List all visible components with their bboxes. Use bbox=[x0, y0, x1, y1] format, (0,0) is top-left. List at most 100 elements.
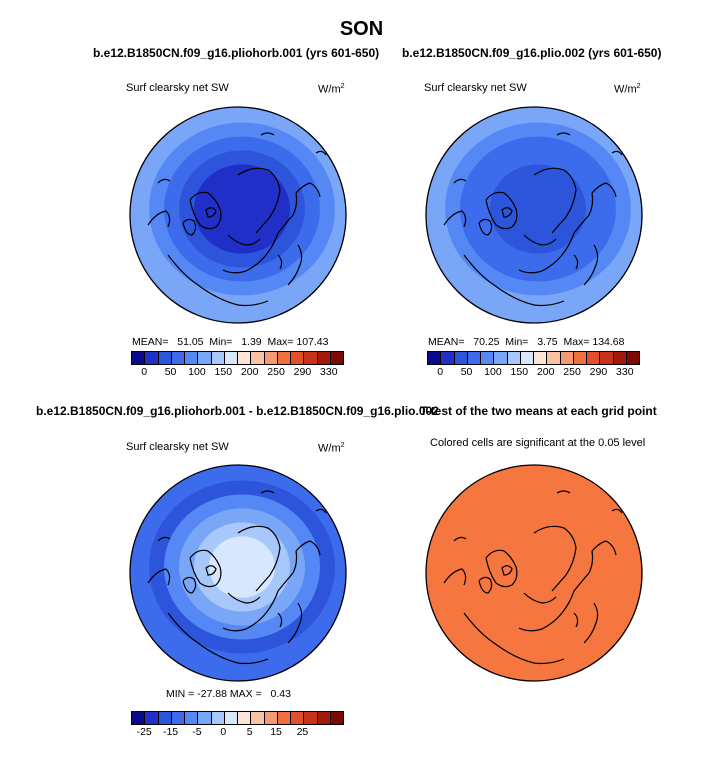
colorbar-swatch bbox=[264, 352, 278, 364]
panel2-case-title: b.e12.B1850CN.f09_g16.plio.002 (yrs 601-… bbox=[402, 46, 662, 60]
colorbar-tick-label: 100 bbox=[188, 366, 206, 378]
colorbar-swatch bbox=[277, 712, 291, 724]
coastline bbox=[205, 207, 217, 218]
colorbar-tick-label: -25 bbox=[136, 726, 152, 738]
colorbar-swatch bbox=[224, 352, 238, 364]
coastline bbox=[277, 550, 298, 592]
panel3-colorbar bbox=[131, 711, 344, 725]
panel2-map bbox=[425, 106, 643, 324]
panel2-units: W/m2 bbox=[614, 83, 641, 96]
colorbar-swatch bbox=[317, 712, 331, 724]
colorbar-tick-label: 25 bbox=[296, 726, 309, 738]
coastline bbox=[295, 540, 321, 556]
coastline bbox=[573, 192, 594, 234]
colorbar-swatch bbox=[481, 352, 495, 364]
colorbar-swatch bbox=[441, 352, 455, 364]
colorbar-tick-label: 0 bbox=[141, 366, 148, 378]
contour-band bbox=[209, 536, 275, 598]
colorbar-swatch bbox=[547, 352, 561, 364]
coastline bbox=[556, 132, 571, 136]
colorbar-swatch bbox=[330, 712, 343, 724]
colorbar-swatch bbox=[251, 352, 265, 364]
colorbar-tick-label: 250 bbox=[267, 366, 285, 378]
map-boundary bbox=[425, 464, 643, 682]
coastline bbox=[573, 612, 579, 628]
coastline bbox=[453, 178, 467, 184]
coastline bbox=[277, 254, 283, 270]
map-boundary bbox=[425, 106, 643, 324]
coastline bbox=[453, 536, 467, 542]
coastline bbox=[591, 182, 617, 198]
coastline bbox=[443, 210, 467, 228]
coastline bbox=[315, 508, 327, 514]
coastline bbox=[182, 576, 197, 594]
panel3-map bbox=[129, 464, 347, 682]
colorbar-swatch bbox=[185, 712, 199, 724]
colorbar-swatch bbox=[145, 712, 159, 724]
coastline bbox=[523, 592, 557, 604]
colorbar-swatch bbox=[224, 712, 238, 724]
colorbar-tick-label: 200 bbox=[536, 366, 555, 378]
panel3-case-title: b.e12.B1850CN.f09_g16.pliohorb.001 - b.e… bbox=[36, 404, 439, 418]
coastline bbox=[583, 244, 599, 286]
colorbar-swatch bbox=[251, 712, 265, 724]
colorbar-swatch bbox=[185, 352, 199, 364]
colorbar-swatch bbox=[467, 352, 481, 364]
coastline bbox=[227, 592, 261, 604]
coastline bbox=[556, 490, 571, 494]
panel2-var-label: Surf clearsky net SW bbox=[424, 82, 527, 94]
panel1-var-label: Surf clearsky net SW bbox=[126, 82, 229, 94]
panel2-colorbar-ticks: 0 50 100 150 200 250 290 330 bbox=[0, 366, 723, 380]
map-boundary bbox=[129, 464, 347, 682]
colorbar-swatch bbox=[560, 352, 574, 364]
coastline bbox=[485, 549, 518, 588]
colorbar-swatch bbox=[626, 352, 639, 364]
coastline bbox=[189, 549, 222, 588]
colorbar-tick-label: 5 bbox=[246, 726, 253, 738]
coastline bbox=[518, 232, 575, 274]
colorbar-tick-label: 290 bbox=[589, 366, 608, 378]
colorbar-swatch bbox=[198, 352, 212, 364]
coastline bbox=[227, 234, 261, 246]
colorbar-tick-label: 150 bbox=[214, 366, 233, 378]
coastline bbox=[463, 612, 565, 665]
coastline bbox=[485, 191, 518, 230]
contour-band bbox=[209, 178, 275, 240]
panel3-units: W/m2 bbox=[318, 442, 345, 455]
significance-fill bbox=[426, 465, 642, 681]
map-boundary bbox=[129, 106, 347, 324]
panel2-colorbar bbox=[427, 351, 640, 365]
colorbar-swatch bbox=[291, 712, 305, 724]
colorbar-tick-label: 100 bbox=[484, 366, 502, 378]
coastline bbox=[501, 207, 513, 218]
colorbar-tick-label: 15 bbox=[270, 726, 282, 738]
coastline bbox=[315, 150, 327, 156]
colorbar-swatch bbox=[158, 352, 172, 364]
colorbar-swatch bbox=[132, 352, 146, 364]
colorbar-tick-label: 290 bbox=[293, 366, 312, 378]
panel1-case-title: b.e12.B1850CN.f09_g16.pliohorb.001 (yrs … bbox=[93, 46, 380, 60]
panel1-colorbar bbox=[131, 351, 344, 365]
coastline bbox=[533, 525, 577, 592]
coastline bbox=[518, 590, 575, 632]
coastline bbox=[157, 178, 171, 184]
contour-band bbox=[505, 178, 571, 240]
coastline bbox=[147, 568, 171, 586]
colorbar-swatch bbox=[494, 352, 508, 364]
coastline bbox=[277, 192, 298, 234]
coastline bbox=[611, 508, 623, 514]
coastline bbox=[478, 218, 493, 236]
colorbar-swatch bbox=[132, 712, 146, 724]
colorbar-swatch bbox=[171, 352, 185, 364]
coastline bbox=[583, 602, 599, 644]
colorbar-tick-label: 330 bbox=[616, 366, 634, 378]
colorbar-tick-label: 50 bbox=[164, 366, 177, 378]
colorbar-swatch bbox=[171, 712, 185, 724]
colorbar-tick-label: 0 bbox=[220, 726, 227, 738]
colorbar-swatch bbox=[587, 352, 601, 364]
coastline bbox=[463, 254, 565, 307]
panel1-map bbox=[129, 106, 347, 324]
colorbar-swatch bbox=[291, 352, 305, 364]
colorbar-swatch bbox=[520, 352, 534, 364]
figure-title: SON bbox=[339, 18, 384, 40]
